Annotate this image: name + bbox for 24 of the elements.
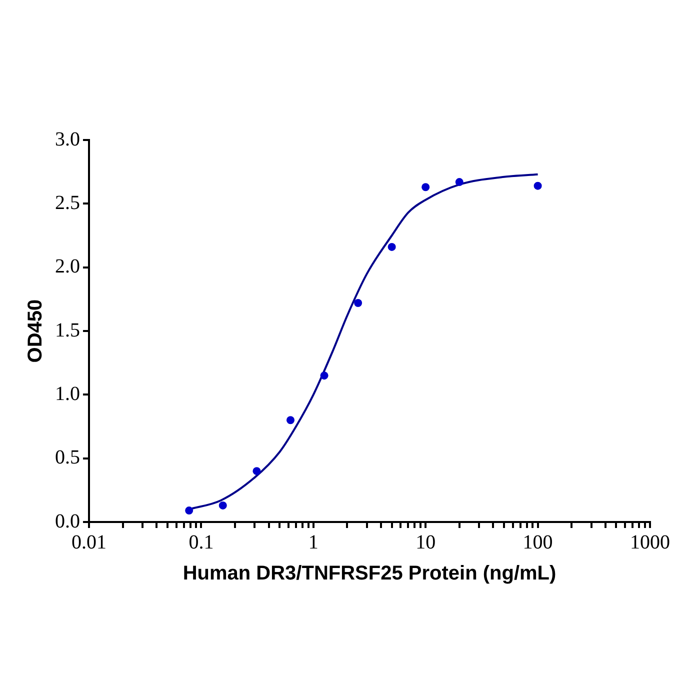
x-tick-label: 10	[416, 531, 436, 554]
point	[455, 178, 464, 186]
x-tick-label: 1	[308, 531, 318, 554]
point	[320, 372, 328, 380]
y-axis-title: OD450	[24, 299, 47, 363]
y-tick-label: 0.0	[55, 510, 80, 532]
x-tick-label: 0.01	[72, 531, 106, 554]
point	[185, 506, 194, 515]
y-tick-label: 0.5	[55, 446, 80, 469]
y-tick-label: 3.0	[55, 128, 80, 150]
point	[218, 501, 227, 510]
point	[252, 467, 261, 476]
x-tick-label: 1000	[630, 531, 670, 554]
y-tick-label: 2.5	[55, 192, 80, 214]
x-tick-label: 100	[522, 531, 553, 554]
y-tick-label: 1.5	[55, 319, 80, 342]
point	[422, 183, 430, 192]
x-axis-title: Human DR3/TNFRSF25 Protein (ng/mL)	[182, 562, 556, 585]
point	[286, 416, 294, 424]
point	[354, 298, 362, 307]
y-tick-label: 1.0	[55, 382, 80, 405]
x-tick-label: 0.1	[188, 531, 214, 554]
y-tick-label: 2.0	[55, 256, 80, 278]
point	[388, 242, 396, 251]
